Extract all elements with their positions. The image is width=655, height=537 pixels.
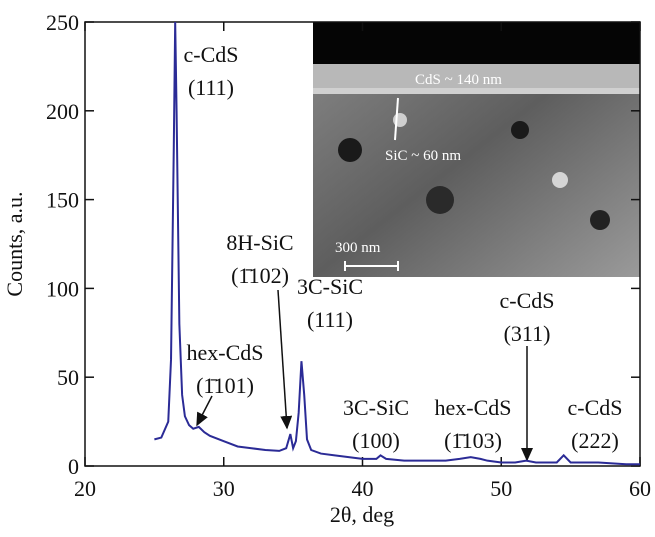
inset-label: CdS ~ 140 nm [415, 72, 502, 88]
y-tick-label: 250 [46, 10, 79, 35]
y-tick-label: 200 [46, 99, 79, 124]
inset-image: CdS ~ 140 nm SiC ~ 60 nm 300 nm [313, 22, 640, 277]
annotation: (100) [352, 428, 400, 453]
annotation: (1̄101) [196, 373, 254, 398]
annotation: 3C-SiC [343, 395, 409, 420]
annotation: c-CdS [568, 395, 623, 420]
x-tick-label: 30 [213, 476, 235, 501]
x-tick-label: 40 [352, 476, 374, 501]
annotation: (1̄103) [444, 428, 502, 453]
data-line [154, 21, 640, 466]
inset-scale: 300 nm [335, 240, 381, 256]
annotation: c-CdS [500, 288, 555, 313]
y-tick-label: 100 [46, 276, 79, 301]
annotation: 8H-SiC [226, 230, 293, 255]
annotation: 3C-SiC [297, 274, 363, 299]
y-tick-label: 50 [57, 365, 79, 390]
y-tick-label: 150 [46, 188, 79, 213]
annotation: (311) [504, 321, 551, 346]
annotation: (1̄102) [231, 263, 289, 288]
x-tick-label: 20 [74, 476, 96, 501]
y-axis-label: Counts, a.u. [2, 191, 27, 296]
y-tick-label: 0 [68, 454, 79, 479]
inset-label: SiC ~ 60 nm [385, 148, 461, 164]
annotation: (111) [307, 307, 353, 332]
x-tick-label: 50 [490, 476, 512, 501]
annotation: (111) [188, 75, 234, 100]
annotation: c-CdS [184, 42, 239, 67]
annotation: hex-CdS [187, 340, 264, 365]
x-axis-label: 2θ, deg [330, 502, 394, 527]
x-tick-label: 60 [629, 476, 651, 501]
annotation: hex-CdS [435, 395, 512, 420]
annotation: (222) [571, 428, 619, 453]
arrows [196, 289, 533, 462]
